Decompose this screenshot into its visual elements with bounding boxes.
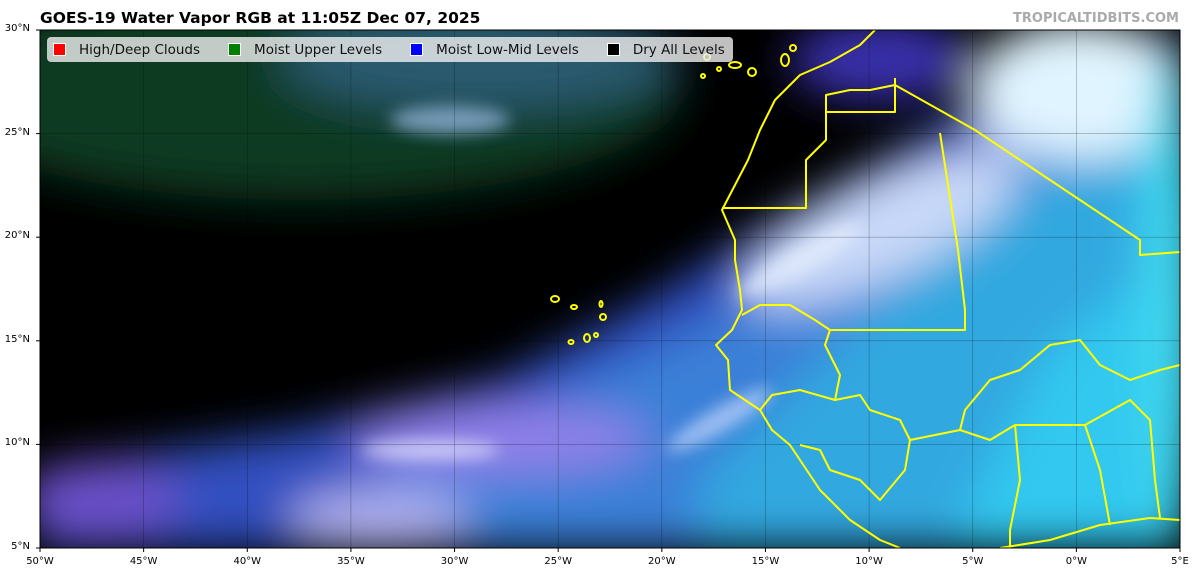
legend-swatch — [53, 43, 66, 56]
credit-watermark: TROPICALTIDBITS.COM — [1013, 11, 1179, 26]
x-tick-label: 25°W — [544, 556, 572, 567]
y-tick-label: 5°N — [11, 541, 30, 552]
interior-borders-2 — [834, 339, 1180, 441]
legend-label: High/Deep Clouds — [79, 41, 201, 58]
legend-label: Moist Low-Mid Levels — [436, 41, 579, 58]
interior-borders-5 — [1009, 424, 1021, 548]
africa-coastline — [715, 30, 901, 548]
x-tick-label: 20°W — [648, 556, 676, 567]
x-tick-label: 50°W — [26, 556, 54, 567]
x-tick-label: 35°W — [337, 556, 365, 567]
x-tick-label: 40°W — [233, 556, 262, 567]
legend-item-high-deep-clouds: High/Deep Clouds — [53, 42, 200, 58]
map-title: GOES-19 Water Vapor RGB at 11:05Z Dec 07… — [40, 9, 481, 27]
x-tick-label: 5°E — [1171, 556, 1189, 567]
legend-item-dry-all-levels: Dry All Levels — [606, 41, 725, 58]
y-tick-label: 20°N — [4, 230, 30, 242]
interior-borders-6 — [1084, 399, 1161, 519]
legend-label: Dry All Levels — [632, 41, 725, 58]
x-tick-label: 10°W — [855, 556, 883, 567]
legend-swatch — [410, 43, 424, 56]
x-tick-label: 0°W — [1065, 556, 1087, 567]
y-tick-label: 25°N — [4, 126, 30, 138]
legend-item-moist-low-mid-levels: Moist Low-Mid Levels — [410, 42, 579, 58]
legend-swatch — [606, 43, 620, 56]
interior-borders-3 — [799, 439, 911, 501]
gulf-coastline — [999, 517, 1180, 548]
x-tick-label: 30°W — [440, 556, 469, 567]
x-tick-label: 5°W — [962, 556, 984, 567]
legend: High/Deep Clouds Moist Upper Levels Mois… — [47, 37, 733, 62]
legend-swatch — [228, 43, 242, 56]
western-sahara-border — [722, 84, 1180, 256]
y-tick-label: 30°N — [4, 23, 30, 34]
y-tick-label: 10°N — [4, 437, 30, 449]
legend-label: Moist Upper Levels — [254, 41, 383, 58]
x-tick-label: 45°W — [129, 556, 158, 567]
legend-item-moist-upper-levels: Moist Upper Levels — [228, 42, 382, 58]
morocco-border — [825, 78, 896, 112]
y-tick-label: 15°N — [4, 333, 30, 345]
x-tick-label: 15°W — [751, 556, 780, 567]
